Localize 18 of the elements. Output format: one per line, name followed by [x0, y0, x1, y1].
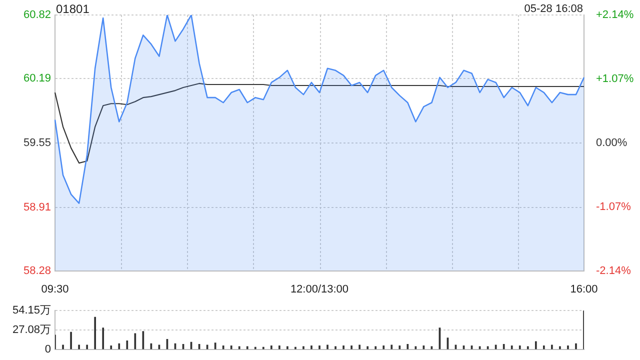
x-tick-label: 09:30	[41, 283, 69, 296]
x-tick-label: 16:00	[570, 283, 598, 296]
y-tick-label: 0	[44, 343, 51, 356]
y2-tick-label: +1.07%	[596, 72, 634, 85]
y2-tick-label: +2.14%	[596, 9, 634, 22]
y-tick-label: 60.19	[23, 72, 51, 84]
y-tick-label: 54.15万	[12, 304, 51, 317]
y-tick-label: 58.28	[23, 264, 51, 277]
y-tick-label: 27.08万	[12, 324, 51, 336]
y2-tick-label: -2.14%	[596, 264, 632, 277]
y-tick-label: 59.55	[23, 136, 51, 149]
y-tick-label: 60.82	[23, 9, 51, 22]
y2-tick-label: 0.00%	[596, 136, 628, 149]
y-tick-label: 58.91	[23, 201, 51, 214]
x-tick-label: 12:00/13:00	[290, 283, 349, 296]
text: 05-28 16:08	[524, 3, 583, 15]
y2-tick-label: -1.07%	[596, 200, 632, 213]
chart-title: 01801	[56, 2, 90, 16]
